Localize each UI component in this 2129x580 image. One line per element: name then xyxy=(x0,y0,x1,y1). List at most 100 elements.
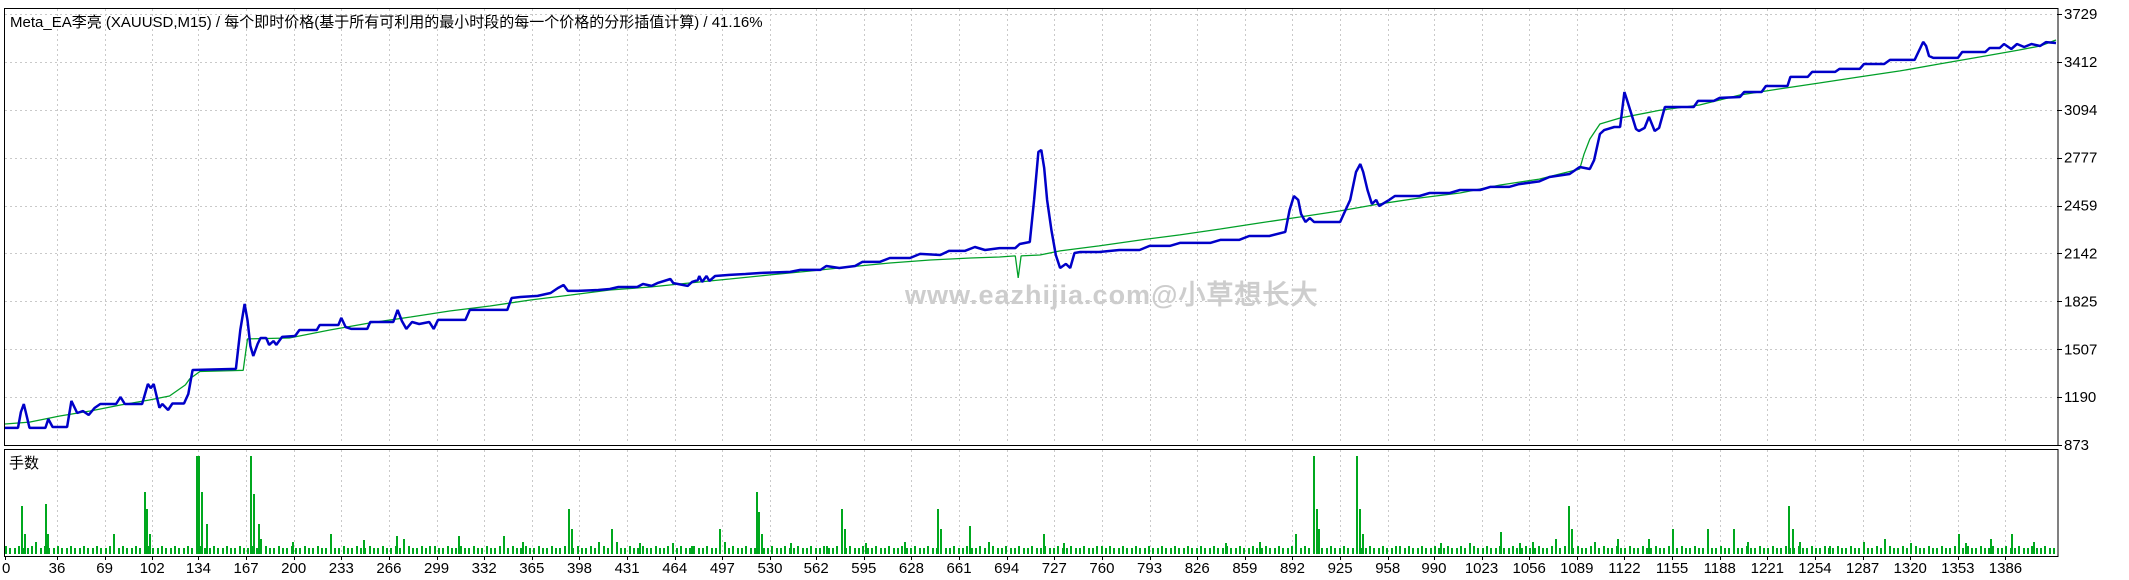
lots-spike-bar xyxy=(598,542,600,554)
lots-bar xyxy=(321,548,323,554)
lots-bar xyxy=(1148,546,1150,554)
lots-bar xyxy=(728,548,730,554)
lots-bar xyxy=(849,546,851,554)
x-axis-label: 102 xyxy=(140,560,165,577)
lots-bar xyxy=(61,548,63,554)
lots-bar xyxy=(299,548,301,554)
lots-bar xyxy=(836,546,838,554)
lots-bar xyxy=(1815,548,1817,554)
lots-bar xyxy=(1750,548,1752,554)
lots-bar xyxy=(1300,548,1302,554)
lots-bar xyxy=(412,548,414,554)
lots-bar xyxy=(1213,546,1215,554)
lots-bar xyxy=(538,546,540,554)
lots-panel-border xyxy=(4,449,2059,557)
lots-bar xyxy=(1772,546,1774,554)
lots-bar xyxy=(551,546,553,554)
lots-spike-bar xyxy=(522,542,524,554)
lots-bar xyxy=(1066,548,1068,554)
x-axis-label: 134 xyxy=(186,560,211,577)
lots-bar xyxy=(1495,548,1497,554)
lots-bar xyxy=(152,548,154,554)
lots-bar xyxy=(888,546,890,554)
lots-bar xyxy=(854,548,856,554)
lots-bar xyxy=(966,546,968,554)
lots-bar xyxy=(1304,546,1306,554)
lots-spike-bar xyxy=(201,492,203,554)
lots-spike-bar xyxy=(1295,534,1297,554)
lots-bar xyxy=(1369,546,1371,554)
lots-spike-bar xyxy=(1555,539,1557,554)
lots-bar xyxy=(1144,548,1146,554)
lots-bar xyxy=(1685,548,1687,554)
lots-spike-bar xyxy=(940,529,942,554)
lots-bar xyxy=(1889,546,1891,554)
lots-bar xyxy=(455,548,457,554)
lots-bar xyxy=(754,548,756,554)
lots-bar xyxy=(832,548,834,554)
lots-bar xyxy=(1897,548,1899,554)
lots-bar xyxy=(542,548,544,554)
x-axis-label: 464 xyxy=(662,560,687,577)
lots-bar xyxy=(1650,548,1652,554)
lots-bar xyxy=(1122,546,1124,554)
lots-bar xyxy=(1598,548,1600,554)
lots-bar xyxy=(57,546,59,554)
lots-spike-bar xyxy=(639,543,641,554)
lots-bar xyxy=(1183,548,1185,554)
lots-bar xyxy=(1425,548,1427,554)
lots-bar xyxy=(897,548,899,554)
lots-bar xyxy=(1326,548,1328,554)
lots-bar xyxy=(1508,548,1510,554)
lots-bar xyxy=(1559,548,1561,554)
x-axis-label: 69 xyxy=(96,560,113,577)
lots-bar xyxy=(100,548,102,554)
lots-bar xyxy=(209,548,211,554)
lots-bar xyxy=(546,548,548,554)
lots-bar xyxy=(1521,548,1523,554)
lots-spike-bar xyxy=(1792,529,1794,554)
lots-bar xyxy=(369,546,371,554)
lots-bar xyxy=(1334,548,1336,554)
lots-spike-bar xyxy=(2033,542,2035,554)
lots-bar xyxy=(797,546,799,554)
lots-bar xyxy=(1373,548,1375,554)
lots-spike-bar xyxy=(761,534,763,554)
lots-bar xyxy=(1949,548,1951,554)
lots-spike-bar xyxy=(719,529,721,554)
lots-bar xyxy=(1516,548,1518,554)
lots-bar xyxy=(927,546,929,554)
y-axis-label: 3412 xyxy=(2064,54,2097,71)
lots-bar xyxy=(1841,548,1843,554)
lots-bar xyxy=(1668,546,1670,554)
lots-bar xyxy=(317,546,319,554)
x-axis-label: 958 xyxy=(1375,560,1400,577)
lots-bar xyxy=(620,548,622,554)
lots-bar xyxy=(1620,548,1622,554)
lots-bar xyxy=(1490,548,1492,554)
lots-bar xyxy=(1546,548,1548,554)
lots-bar xyxy=(1456,548,1458,554)
lots-bar xyxy=(18,546,20,554)
lots-bar xyxy=(1811,546,1813,554)
lots-bar xyxy=(533,548,535,554)
lots-bar xyxy=(525,546,527,554)
lots-bar xyxy=(806,548,808,554)
lots-bar xyxy=(1871,548,1873,554)
lots-bar xyxy=(386,548,388,554)
x-axis-label: 1188 xyxy=(1704,560,1736,577)
lots-bar xyxy=(79,548,81,554)
lots-bar xyxy=(953,546,955,554)
y-axis-label: 3729 xyxy=(2064,6,2097,23)
lots-bar xyxy=(239,546,241,554)
lots-bar xyxy=(1611,548,1613,554)
lots-spike-bar xyxy=(756,492,758,554)
lots-bar xyxy=(923,548,925,554)
lots-bar xyxy=(1347,548,1349,554)
lots-spike-bar xyxy=(1733,529,1735,554)
lots-bar xyxy=(1512,546,1514,554)
y-axis-label: 1507 xyxy=(2064,341,2097,358)
lots-bar xyxy=(784,546,786,554)
lots-bar xyxy=(1222,548,1224,554)
lots-bar xyxy=(1109,546,1111,554)
